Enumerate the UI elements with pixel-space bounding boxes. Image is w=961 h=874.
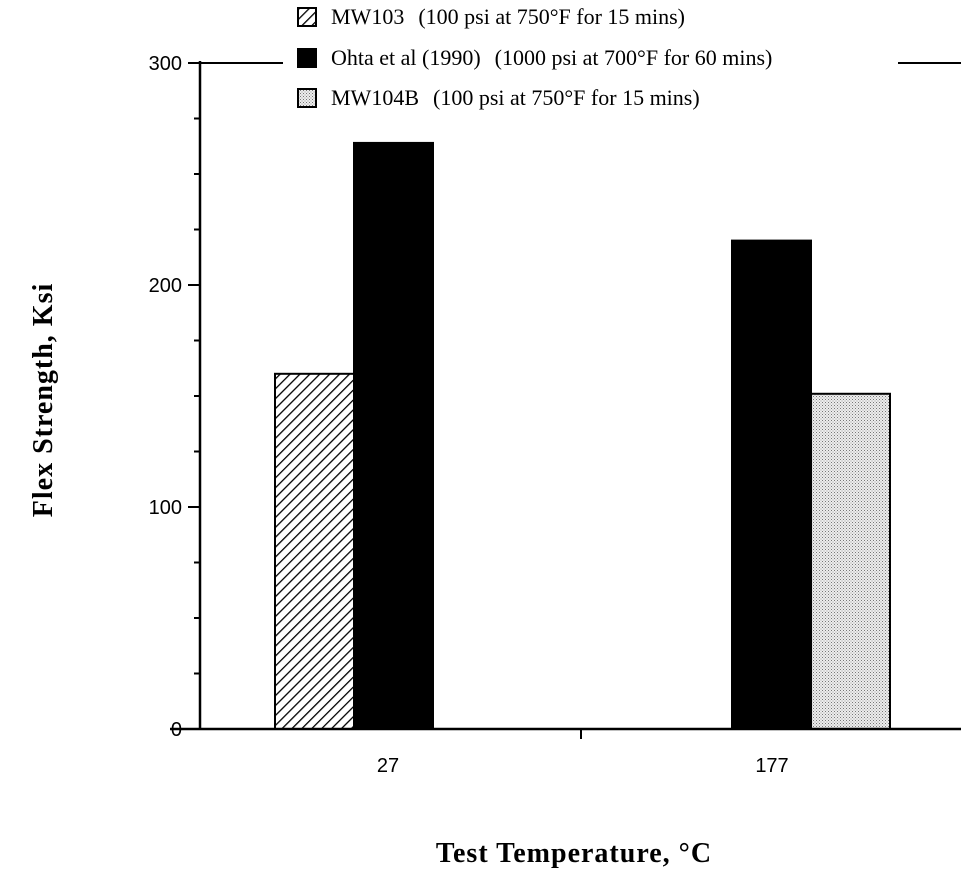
x-tick-labels: 27 177 [377, 755, 789, 777]
legend-label-ohta-et-al-1990: Ohta et al (1990) (1000 psi at 700°F for … [331, 45, 772, 70]
legend: MW103 (100 psi at 750°F for 15 mins) Ohta … [297, 4, 772, 110]
y-tick-label: 200 [149, 275, 182, 297]
y-axis-title: Flex Strength, Ksi [28, 283, 59, 517]
y-tick-label: 0 [171, 719, 182, 741]
legend-swatch-mw103 [297, 7, 317, 27]
x-tick-label: 27 [377, 755, 399, 777]
bar-ohta-et-al-1990-177 [731, 239, 812, 730]
bar-ohta-et-al-1990-27 [353, 141, 434, 731]
legend-label-mw104b: MW104B (100 psi at 750°F for 15 mins) [331, 85, 700, 110]
y-tick-label: 100 [149, 497, 182, 519]
x-axis-title: Test Temperature, °C [436, 838, 712, 869]
legend-swatch-mw104b [297, 88, 317, 108]
bar-mw104b-177 [810, 392, 891, 730]
bars-group [274, 141, 891, 731]
y-tick-labels: 0 100 200 300 [149, 53, 182, 741]
bar-mw103-27 [274, 372, 355, 730]
axes-group [170, 61, 961, 739]
x-tick-label: 177 [755, 755, 788, 777]
y-tick-label: 300 [149, 53, 182, 75]
legend-label-mw103: MW103 (100 psi at 750°F for 15 mins) [331, 4, 685, 29]
legend-swatch-ohta-et-al-1990 [297, 48, 317, 68]
